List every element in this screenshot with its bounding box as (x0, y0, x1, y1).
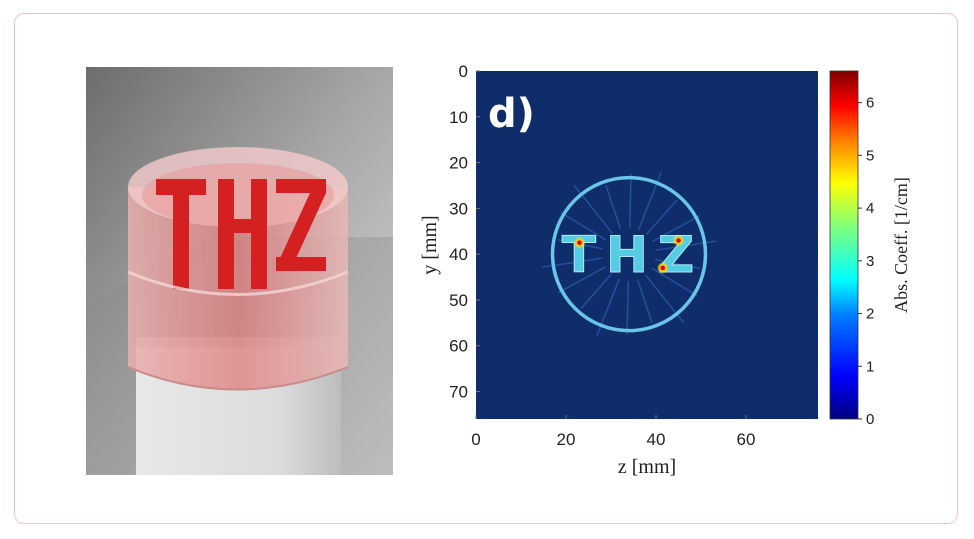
artifact-streak (636, 279, 653, 324)
hotspot-core (660, 265, 665, 271)
reconstruction-chart: THZ d) 0 10 20 30 40 50 60 70 0 20 40 60 y [mm] z … (400, 55, 940, 495)
colorbar-tick-label: 2 (866, 306, 874, 323)
y-tick-label: 0 (459, 62, 468, 81)
phantom-photo (86, 67, 393, 475)
y-tick-label: 10 (449, 108, 468, 127)
colorbar-tick-label: 4 (866, 200, 874, 217)
artifact-streak (605, 185, 622, 230)
image-text-thz: THZ (562, 226, 704, 284)
hotspots (573, 234, 685, 274)
colorbar-tick-label: 3 (866, 253, 874, 270)
y-tick-label: 30 (449, 199, 468, 218)
x-tick-label: 0 (471, 430, 480, 449)
x-axis-label: z [mm] (618, 456, 676, 478)
panel-label: d) (488, 91, 535, 137)
x-ticks: 0 20 40 60 (471, 415, 755, 449)
colorbar-tick-label: 1 (866, 358, 874, 375)
colorbar-label: Abs. Coeff. [1/cm] (891, 177, 911, 313)
x-tick-label: 60 (737, 430, 756, 449)
artifact-streak (558, 266, 606, 294)
y-axis-label: y [mm] (419, 215, 441, 274)
y-tick-label: 70 (449, 383, 468, 402)
hotspot-core (676, 238, 681, 243)
colorbar-tick-label: 5 (866, 147, 874, 164)
colorbar-tick-label: 6 (866, 95, 874, 112)
artifact-streak (655, 258, 701, 270)
y-tick-label: 20 (449, 154, 468, 173)
y-tick-label: 50 (449, 291, 468, 310)
thz-letters (156, 179, 326, 289)
y-tick-label: 60 (449, 337, 468, 356)
artifact-streak (560, 211, 607, 241)
y-tick-label: 40 (449, 245, 468, 264)
y-ticks: 0 10 20 30 40 50 60 70 (449, 62, 480, 402)
artifact-streak (628, 173, 632, 228)
phantom-ring (550, 175, 708, 333)
artifact-streak (580, 273, 612, 310)
x-tick-label: 40 (647, 430, 666, 449)
colorbar (829, 70, 859, 420)
artifact-streak (626, 280, 630, 335)
artifact-streak (652, 215, 700, 243)
heatmap-area (476, 71, 818, 419)
x-tick-label: 20 (557, 430, 576, 449)
artifact-streak (646, 199, 678, 235)
colorbar-ticks: 0 1 2 3 4 5 6 (858, 95, 874, 428)
colorbar-tick-label: 0 (866, 411, 874, 428)
hotspot-core (577, 240, 582, 245)
